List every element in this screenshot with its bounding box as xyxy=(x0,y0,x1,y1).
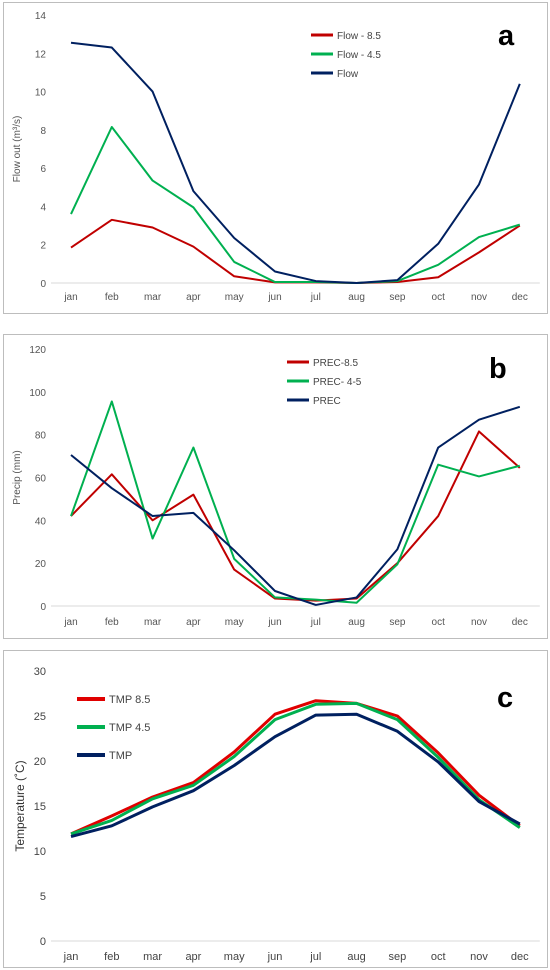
legend-label: PREC- 4-5 xyxy=(313,377,362,388)
y-tick-label: 8 xyxy=(40,126,46,137)
y-tick-label: 60 xyxy=(35,474,47,485)
x-tick-label: sep xyxy=(389,951,407,963)
x-tick-label: jun xyxy=(267,951,283,963)
x-tick-label: jul xyxy=(310,617,321,628)
x-tick-label: jul xyxy=(310,292,321,303)
series-line xyxy=(70,712,521,839)
series-line xyxy=(70,125,521,284)
y-tick-label: 5 xyxy=(40,891,46,903)
x-tick-label: nov xyxy=(470,951,488,963)
x-tick-label: jul xyxy=(309,951,321,963)
y-tick-label: 14 xyxy=(35,11,47,22)
x-tick-label: apr xyxy=(186,617,201,628)
x-tick-label: apr xyxy=(186,292,201,303)
y-tick-label: 20 xyxy=(35,559,47,570)
x-tick-label: oct xyxy=(431,951,446,963)
y-axis-label: Precip (mm) xyxy=(12,450,23,504)
temperature-chart: 0 5 10 15 20 25 30 jan feb mar apr may jun jul aug sep o… xyxy=(13,666,540,963)
y-tick-label: 25 xyxy=(34,711,46,723)
x-tick-label: aug xyxy=(347,951,365,963)
x-tick-label: oct xyxy=(432,292,446,303)
x-tick-label: jan xyxy=(63,292,77,303)
y-tick-label: 15 xyxy=(34,801,46,813)
x-tick-label: oct xyxy=(432,617,446,628)
x-tick-label: may xyxy=(225,292,244,303)
precip-chart: 0 20 40 60 80 100 120 jan feb mar apr may jun jul aug s… xyxy=(12,345,540,628)
panel-letter: a xyxy=(498,20,515,52)
x-tick-label: dec xyxy=(512,292,528,303)
series-line xyxy=(70,218,521,284)
panel-letter: c xyxy=(497,682,513,714)
x-tick-label: nov xyxy=(471,292,487,303)
y-tick-label: 4 xyxy=(40,202,46,213)
y-tick-label: 80 xyxy=(35,431,47,442)
x-tick-label: dec xyxy=(512,617,528,628)
x-tick-label: feb xyxy=(105,292,119,303)
y-tick-label: 6 xyxy=(40,164,46,175)
y-tick-label: 12 xyxy=(35,49,47,60)
y-tick-label: 2 xyxy=(40,241,46,252)
legend-label: PREC-8.5 xyxy=(313,358,358,369)
chart-panel-a: 0 2 4 6 8 10 12 14 jan feb mar apr may jun jul aug sep oc… xyxy=(3,2,548,314)
y-tick-label: 0 xyxy=(40,602,46,613)
x-tick-label: jun xyxy=(267,292,281,303)
x-tick-label: dec xyxy=(511,951,529,963)
x-tick-label: jan xyxy=(63,617,77,628)
x-tick-label: feb xyxy=(105,617,119,628)
x-tick-label: mar xyxy=(144,617,162,628)
series-line xyxy=(70,699,521,836)
x-tick-label: may xyxy=(225,617,244,628)
y-tick-label: 120 xyxy=(29,345,46,356)
x-tick-label: jun xyxy=(267,617,281,628)
legend-label: Flow - 8.5 xyxy=(337,31,381,42)
series-line xyxy=(70,405,521,606)
flow-chart: 0 2 4 6 8 10 12 14 jan feb mar apr may jun jul aug sep oc… xyxy=(12,11,540,303)
x-tick-label: sep xyxy=(389,617,406,628)
legend-label: TMP xyxy=(109,750,132,762)
legend-label: TMP 4.5 xyxy=(109,722,150,734)
legend-label: TMP 8.5 xyxy=(109,694,150,706)
y-tick-label: 0 xyxy=(40,279,46,290)
chart-panel-b: 0 20 40 60 80 100 120 jan feb mar apr may jun jul aug s… xyxy=(3,334,548,639)
y-axis-label: Temperature (˚C) xyxy=(13,760,27,851)
x-tick-label: mar xyxy=(144,292,162,303)
chart-panel-c: 0 5 10 15 20 25 30 jan feb mar apr may jun jul aug sep o… xyxy=(3,650,548,968)
legend-label: Flow xyxy=(337,69,359,80)
x-tick-label: apr xyxy=(185,951,201,963)
x-tick-label: mar xyxy=(143,951,162,963)
y-axis-label: Flow out (m³/s) xyxy=(12,116,23,183)
y-tick-label: 10 xyxy=(34,846,46,858)
y-tick-label: 40 xyxy=(35,516,47,527)
legend-label: Flow - 4.5 xyxy=(337,50,381,61)
y-tick-label: 30 xyxy=(34,666,46,678)
x-tick-label: aug xyxy=(348,617,365,628)
legend-label: PREC xyxy=(313,396,341,407)
panel-letter: b xyxy=(489,353,507,385)
y-tick-label: 0 xyxy=(40,936,46,948)
x-tick-label: sep xyxy=(389,292,406,303)
series-line xyxy=(70,430,521,602)
x-tick-label: may xyxy=(224,951,245,963)
series-line xyxy=(70,701,521,836)
y-tick-label: 100 xyxy=(29,388,46,399)
series-line xyxy=(70,41,521,284)
y-tick-label: 20 xyxy=(34,756,46,768)
x-tick-label: nov xyxy=(471,617,487,628)
x-tick-label: aug xyxy=(348,292,365,303)
y-tick-label: 10 xyxy=(35,88,47,99)
x-tick-label: feb xyxy=(104,951,119,963)
x-tick-label: jan xyxy=(63,951,79,963)
series-line xyxy=(70,400,521,604)
